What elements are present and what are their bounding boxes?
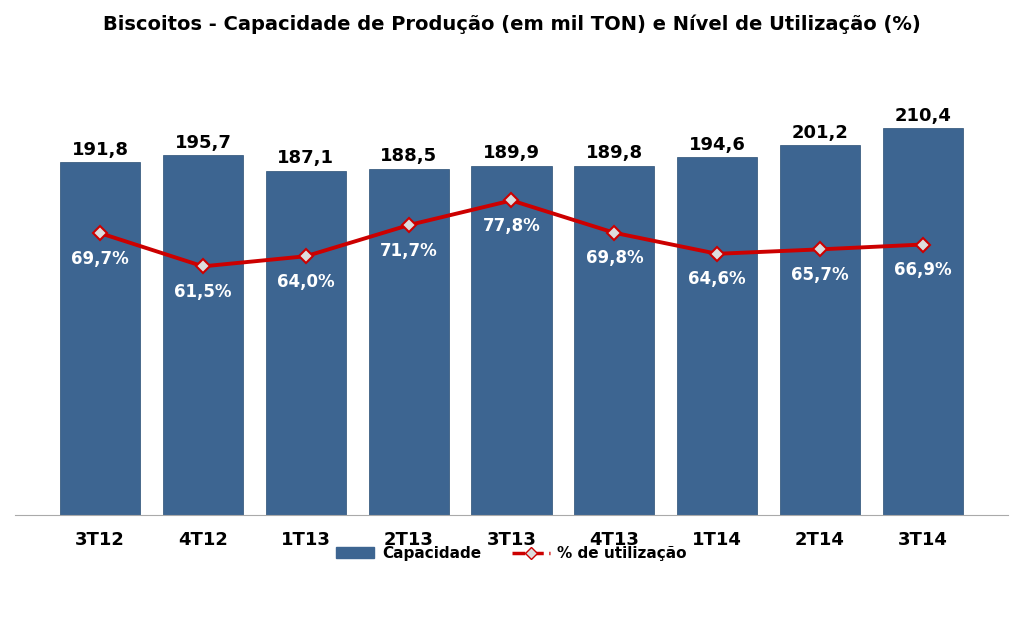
Text: 61,5%: 61,5% <box>174 283 232 301</box>
Text: 65,7%: 65,7% <box>791 266 849 284</box>
Text: 189,9: 189,9 <box>483 144 540 162</box>
Text: 201,2: 201,2 <box>792 124 848 142</box>
Text: 71,7%: 71,7% <box>380 241 438 259</box>
Text: 64,0%: 64,0% <box>277 273 335 290</box>
Text: 77,8%: 77,8% <box>483 217 540 235</box>
Text: 195,7: 195,7 <box>175 134 231 152</box>
Text: 66,9%: 66,9% <box>894 261 951 279</box>
Bar <box>368 169 449 515</box>
Text: 187,1: 187,1 <box>277 149 335 167</box>
Text: 194,6: 194,6 <box>688 136 746 154</box>
Text: 64,6%: 64,6% <box>688 271 746 289</box>
Legend: Capacidade, % de utilização: Capacidade, % de utilização <box>330 540 693 567</box>
Bar <box>472 166 551 515</box>
Bar <box>883 128 963 515</box>
Text: 188,5: 188,5 <box>381 147 437 165</box>
Bar <box>163 156 243 515</box>
Bar <box>266 171 346 515</box>
Text: 69,8%: 69,8% <box>585 249 643 267</box>
Text: 69,7%: 69,7% <box>72 249 129 267</box>
Text: 189,8: 189,8 <box>586 144 642 162</box>
Title: Biscoitos - Capacidade de Produção (em mil TON) e Nível de Utilização (%): Biscoitos - Capacidade de Produção (em m… <box>102 15 921 34</box>
Bar <box>574 166 655 515</box>
Bar <box>60 162 140 515</box>
Bar <box>677 157 757 515</box>
Text: 210,4: 210,4 <box>894 106 951 124</box>
Bar <box>780 145 860 515</box>
Text: 191,8: 191,8 <box>72 141 129 159</box>
